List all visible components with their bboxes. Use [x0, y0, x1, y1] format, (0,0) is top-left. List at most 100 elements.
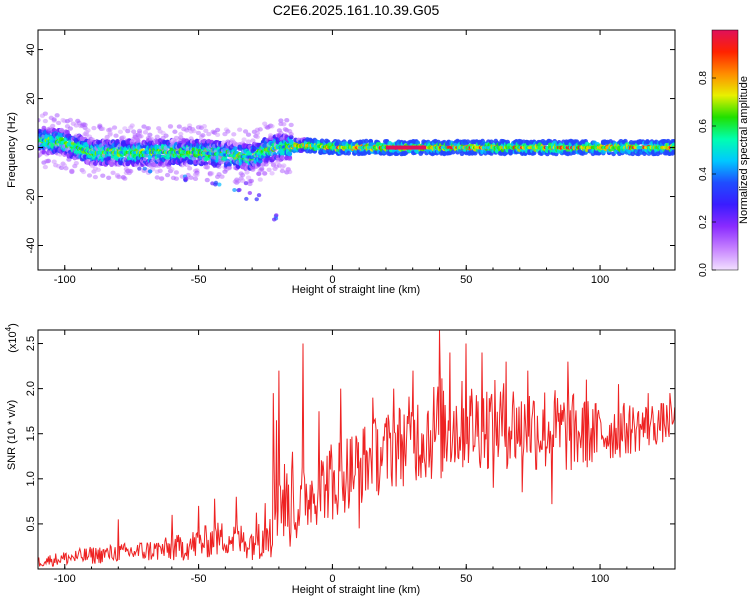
spectrogram-cell [645, 139, 650, 145]
spectrogram-halo-cell [209, 171, 215, 176]
colorbar-tick-label: 0.2 [698, 215, 709, 229]
spectrogram-ytick-label: -40 [25, 238, 37, 254]
spectrogram-halo-cell [284, 117, 290, 123]
spectrogram-branch-cell [254, 197, 259, 202]
spectrogram-branch-cell [274, 213, 279, 218]
spectrogram-xtick-label: 100 [591, 274, 609, 286]
spectrogram-halo-cell [73, 161, 79, 166]
spectrogram-halo-cell [110, 170, 116, 175]
snr-xtick-label: 50 [460, 573, 472, 585]
spectrogram-xtick-label: -100 [54, 274, 76, 286]
spectrogram-halo-cell [109, 161, 115, 167]
spectrogram-halo-cell [107, 127, 113, 132]
spectrogram-halo-cell [240, 178, 246, 183]
spectrogram-halo-cell [164, 172, 171, 178]
spectrogram-branch-cell [256, 193, 262, 198]
snr-ytick-label: 2.0 [25, 381, 37, 396]
snr-ytick-label: 1.5 [25, 426, 37, 441]
spectrogram-branch-cell [183, 176, 189, 181]
spectrogram-halo-cell [263, 162, 269, 167]
spectrogram-xtick-label: 0 [329, 274, 335, 286]
spectrogram-halo-cell [248, 178, 255, 184]
spectrogram-halo-cell [254, 131, 260, 136]
spectrogram-halo-cell [154, 175, 160, 180]
spectrogram-halo-cell [142, 130, 149, 135]
spectrogram-halo-cell [157, 168, 163, 173]
spectrogram-halo-cell [214, 127, 221, 133]
spectrogram-halo-cell [116, 174, 122, 180]
spectrogram-halo-cell [200, 133, 206, 138]
spectrogram-halo-cell [281, 163, 287, 168]
spectrogram-halo-cell [257, 127, 263, 132]
snr-ylabel: SNR (10 * v/v) [6, 400, 18, 470]
colorbar-frame [711, 29, 739, 271]
spectrogram-frame [37, 29, 676, 271]
spectrogram-xtick-label: 50 [460, 274, 472, 286]
spectrogram-halo-cell [206, 131, 212, 137]
spectrogram-halo-cell [86, 173, 93, 178]
spectrogram-halo-cell [267, 133, 274, 138]
spectrogram-halo-cell [266, 167, 272, 173]
spectrogram-halo-cell [154, 134, 160, 140]
spectrogram-halo-cell [245, 175, 252, 180]
spectrogram-halo-cell [163, 133, 169, 138]
spectrogram-halo-cell [204, 177, 210, 183]
spectrogram-halo-cell [172, 129, 178, 134]
spectrogram-cell [363, 138, 369, 144]
spectrogram-halo-cell [257, 177, 263, 182]
spectrogram-halo-cell [254, 134, 260, 140]
spectrogram-halo-cell [278, 118, 284, 123]
spectrogram-branch-cell [137, 166, 142, 171]
colorbar-tick-label: 0.8 [698, 71, 709, 85]
snr-multiplier-close: ) [7, 323, 19, 327]
spectrogram-halo-cell [148, 136, 154, 142]
spectrogram-cell [488, 139, 494, 145]
spectrogram-halo-cell [136, 128, 143, 134]
spectrogram-xtick-label: -50 [191, 274, 207, 286]
spectrogram-halo-cell [56, 120, 62, 126]
spectrogram-halo-cell [237, 127, 243, 132]
spectrogram-bright-segment [385, 145, 427, 150]
spectrogram-halo-cell [269, 171, 275, 176]
spectrogram-halo-cell [288, 122, 294, 128]
spectrogram-halo-cell [279, 168, 285, 174]
spectrogram-halo-cell [173, 176, 179, 181]
spectrogram-halo-cell [178, 135, 184, 140]
spectrogram-branch-cell [237, 187, 242, 192]
snr-ytick-label: 0.5 [25, 516, 37, 531]
spectrogram-halo-cell [176, 124, 182, 129]
spectrogram-halo-cell [244, 170, 250, 175]
spectrogram-ytick-label: 40 [25, 43, 37, 55]
spectrogram-halo-cell [287, 156, 293, 162]
spectrogram-halo-cell [259, 166, 265, 171]
spectrogram-halo-cell [235, 179, 241, 184]
spectrogram-cell [232, 146, 238, 151]
spectrogram-halo-cell [128, 169, 134, 174]
spectrogram-halo-cell [100, 126, 106, 132]
spectrogram-cell [346, 150, 352, 156]
spectrogram-halo-cell [147, 132, 153, 137]
spectrogram-cell [472, 150, 478, 156]
spectrogram-halo-cell [287, 169, 293, 175]
spectrogram-panel: -100 -50 0 50 100 40 20 0 -20 -40 Height of strai… [6, 29, 676, 296]
spectrogram-halo-cell [245, 139, 252, 144]
snr-series-line [38, 330, 675, 567]
spectrogram-halo-cell [125, 128, 131, 134]
snr-xtick-label: -50 [191, 573, 207, 585]
spectrogram-halo-cell [281, 121, 287, 127]
spectrogram-halo-cell [195, 130, 202, 136]
spectrogram-branch-cell [142, 166, 147, 171]
snr-xtick-label: 100 [591, 573, 609, 585]
spectrogram-halo-cell [231, 132, 237, 137]
spectrogram-halo-cell [92, 174, 99, 180]
colorbar-tick-label: 0.0 [698, 263, 709, 277]
spectrogram-halo-cell [250, 138, 256, 143]
spectrogram-halo-cell [50, 123, 56, 129]
spectrogram-halo-cell [191, 128, 197, 134]
snr-frame [37, 329, 676, 570]
spectrogram-halo-cell [91, 125, 97, 131]
snr-ytick-label: 1.0 [25, 471, 37, 486]
spectrogram-halo-cell [194, 172, 200, 177]
spectrogram-branch-cell [213, 180, 219, 185]
